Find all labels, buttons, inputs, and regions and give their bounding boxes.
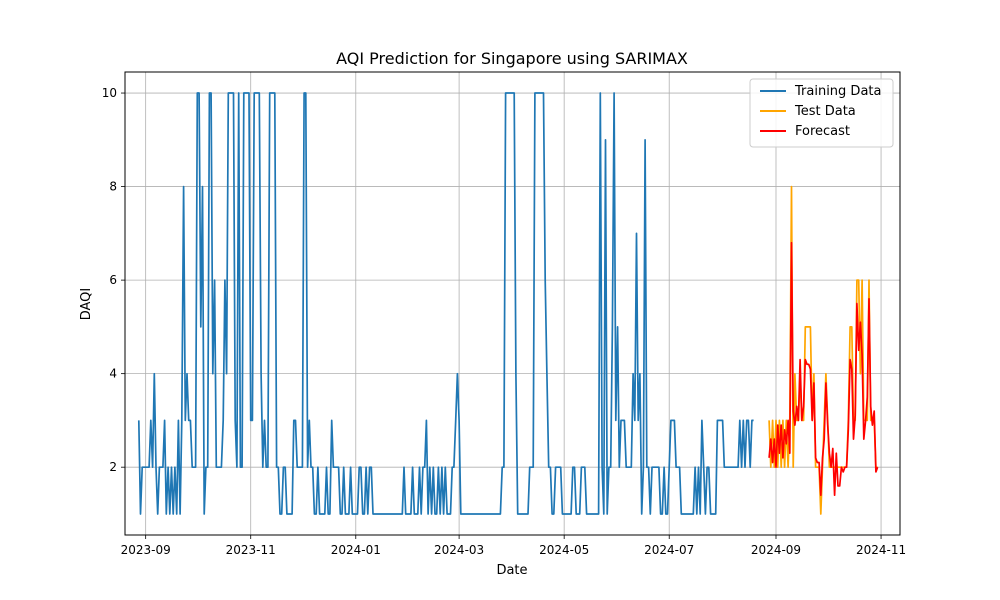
x-tick-label: 2024-09 xyxy=(751,543,801,557)
series-line-training xyxy=(137,92,754,515)
x-tick-label: 2023-11 xyxy=(226,543,276,557)
ticks: 2023-09 2023-11 2024-01 2024-03 2024-05 2024-… xyxy=(102,86,906,557)
series-lines xyxy=(137,92,879,515)
x-tick-label: 2024-03 xyxy=(434,543,484,557)
y-tick-label: 6 xyxy=(109,273,117,287)
x-tick-label: 2024-07 xyxy=(644,543,694,557)
x-tick-label: 2023-09 xyxy=(121,543,171,557)
y-tick-label: 2 xyxy=(109,460,117,474)
y-tick-label: 10 xyxy=(102,86,117,100)
x-tick-label: 2024-01 xyxy=(331,543,381,557)
x-tick-label: 2024-05 xyxy=(539,543,589,557)
y-axis-label: DAQI xyxy=(79,288,94,321)
x-axis-label: Date xyxy=(496,563,527,578)
series-line-forecast xyxy=(768,241,879,497)
plot-frame xyxy=(124,71,901,536)
y-tick-label: 8 xyxy=(109,180,117,194)
x-tick-label: 2024-11 xyxy=(856,543,906,557)
legend-label-training: Training Data xyxy=(794,84,881,99)
legend-label-forecast: Forecast xyxy=(795,124,850,139)
legend: Training Data Test Data Forecast xyxy=(749,78,894,148)
chart-title: AQI Prediction for Singapore using SARIM… xyxy=(336,49,688,68)
legend-label-test: Test Data xyxy=(794,104,856,119)
y-tick-label: 4 xyxy=(109,367,117,381)
